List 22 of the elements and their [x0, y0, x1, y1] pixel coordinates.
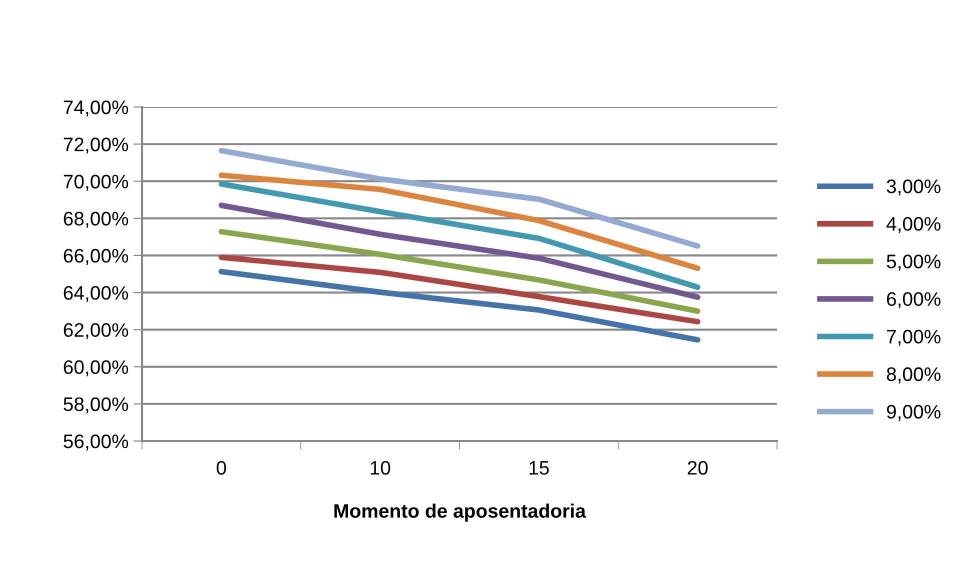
y-tick-label: 74,00% [64, 100, 128, 117]
y-tick-label: 58,00% [64, 397, 128, 414]
y-tick-label: 62,00% [64, 323, 128, 340]
legend-label: 5,00% [886, 254, 940, 271]
y-tick-label: 68,00% [64, 212, 128, 228]
y-tick-label: 66,00% [64, 248, 128, 265]
y-tick-label: 64,00% [64, 286, 128, 302]
x-tick-label: 10 [370, 460, 390, 475]
y-tick-label: 56,00% [64, 434, 128, 451]
legend-label: 3,00% [886, 179, 940, 196]
y-tick-label: 70,00% [64, 174, 128, 191]
legend-label: 7,00% [887, 330, 940, 346]
x-axis-title: Momento de aposentadoria [334, 504, 586, 522]
legend-label: 9,00% [886, 404, 940, 421]
y-tick-label: 72,00% [64, 138, 128, 154]
x-tick-label: 20 [688, 460, 708, 475]
x-tick-label: 0 [216, 460, 226, 475]
legend-label: 8,00% [886, 367, 940, 384]
legend-label: 6,00% [887, 292, 940, 308]
x-tick-label: 15 [530, 461, 549, 475]
legend-label: 4,00% [886, 217, 940, 234]
y-tick-label: 60,00% [64, 360, 128, 376]
